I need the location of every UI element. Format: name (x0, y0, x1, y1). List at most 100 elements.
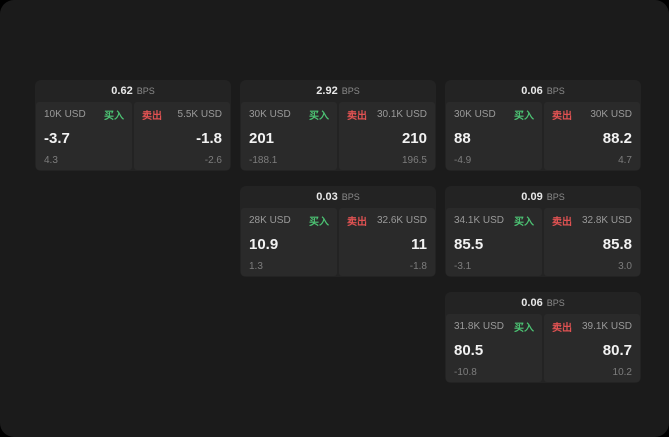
buy-price: 85.5 (454, 236, 484, 253)
buy-amount: 34.1K USD (454, 215, 505, 226)
spread-header: 0.06 BPS (445, 80, 641, 102)
buy-delta: -3.1 (454, 261, 472, 272)
buy-price: 88 (454, 130, 471, 147)
buy-amount: 10K USD (44, 109, 86, 120)
spread-unit: BPS (341, 192, 360, 202)
quote-card: 0.03 BPS 28K USD 买入 10.9 1.3 卖出 32.6K US… (240, 186, 436, 277)
sell-label: 卖出 (552, 217, 572, 228)
sell-price: 210 (401, 130, 427, 147)
buy-amount: 28K USD (249, 215, 291, 226)
spread-value: 0.03 (316, 191, 338, 203)
sell-delta: -2.6 (204, 155, 222, 166)
quote-card: 2.92 BPS 30K USD 买入 201 -188.1 卖出 30.1K … (240, 80, 436, 171)
sell-panel[interactable]: 卖出 32.8K USD 85.8 3.0 (544, 208, 640, 276)
buy-price: 10.9 (249, 236, 279, 253)
quote-panels: 28K USD 买入 10.9 1.3 卖出 32.6K USD 11 -1.8 (240, 208, 436, 277)
sell-delta: 4.7 (618, 155, 632, 166)
buy-label: 买入 (514, 217, 534, 228)
quote-card: 0.06 BPS 31.8K USD 买入 80.5 -10.8 卖出 39.1… (445, 292, 641, 383)
quote-card: 0.09 BPS 34.1K USD 买入 85.5 -3.1 卖出 32.8K… (445, 186, 641, 277)
sell-label: 卖出 (142, 111, 162, 122)
sell-label: 卖出 (347, 217, 367, 228)
sell-label: 卖出 (552, 111, 572, 122)
sell-delta: 10.2 (612, 367, 632, 378)
sell-price: 88.2 (602, 130, 632, 147)
spread-header: 0.03 BPS (240, 186, 436, 208)
buy-panel-top: 10K USD 买入 (44, 107, 124, 122)
buy-delta: -4.9 (454, 155, 472, 166)
spread-value: 0.06 (521, 297, 543, 309)
sell-price: 80.7 (602, 342, 632, 359)
sell-panel-top: 卖出 39.1K USD (552, 319, 632, 334)
sell-label: 卖出 (347, 111, 367, 122)
quote-panels: 34.1K USD 买入 85.5 -3.1 卖出 32.8K USD 85.8… (445, 208, 641, 277)
buy-panel[interactable]: 34.1K USD 买入 85.5 -3.1 (446, 208, 542, 276)
buy-amount: 30K USD (249, 109, 291, 120)
spread-value: 0.06 (521, 85, 543, 97)
sell-price: 11 (411, 236, 427, 253)
spread-value: 0.62 (111, 85, 133, 97)
sell-delta: 3.0 (618, 261, 632, 272)
buy-panel[interactable]: 31.8K USD 买入 80.5 -10.8 (446, 314, 542, 382)
buy-panel-top: 30K USD 买入 (454, 107, 534, 122)
buy-panel[interactable]: 30K USD 买入 201 -188.1 (241, 102, 337, 170)
spread-unit: BPS (546, 192, 565, 202)
spread-unit: BPS (341, 86, 360, 96)
spread-value: 2.92 (316, 85, 338, 97)
buy-price: 201 (249, 130, 275, 147)
buy-label: 买入 (104, 111, 124, 122)
buy-panel-top: 31.8K USD 买入 (454, 319, 534, 334)
quote-card: 0.06 BPS 30K USD 买入 88 -4.9 卖出 30K USD (445, 80, 641, 171)
sell-panel-top: 卖出 32.8K USD (552, 213, 632, 228)
buy-panel-top: 28K USD 买入 (249, 213, 329, 228)
quote-card: 0.62 BPS 10K USD 买入 -3.7 4.3 卖出 5.5K USD (35, 80, 231, 171)
sell-panel-top: 卖出 32.6K USD (347, 213, 427, 228)
buy-delta: -188.1 (249, 155, 278, 166)
sell-panel[interactable]: 卖出 30K USD 88.2 4.7 (544, 102, 640, 170)
sell-panel-top: 卖出 30K USD (552, 107, 632, 122)
buy-label: 买入 (309, 111, 329, 122)
quote-panels: 31.8K USD 买入 80.5 -10.8 卖出 39.1K USD 80.… (445, 314, 641, 383)
sell-panel[interactable]: 卖出 5.5K USD -1.8 -2.6 (134, 102, 230, 170)
sell-amount: 32.6K USD (376, 215, 427, 226)
buy-panel[interactable]: 30K USD 买入 88 -4.9 (446, 102, 542, 170)
buy-price: -3.7 (44, 130, 70, 147)
quote-card-grid: 0.62 BPS 10K USD 买入 -3.7 4.3 卖出 5.5K USD (35, 80, 641, 383)
spread-header: 0.09 BPS (445, 186, 641, 208)
quote-panels: 30K USD 买入 201 -188.1 卖出 30.1K USD 210 1… (240, 102, 436, 171)
spread-unit: BPS (136, 86, 155, 96)
buy-delta: 4.3 (44, 155, 58, 166)
buy-panel-top: 34.1K USD 买入 (454, 213, 534, 228)
buy-amount: 31.8K USD (454, 321, 505, 332)
buy-amount: 30K USD (454, 109, 496, 120)
sell-panel[interactable]: 卖出 32.6K USD 11 -1.8 (339, 208, 435, 276)
buy-panel-top: 30K USD 买入 (249, 107, 329, 122)
spread-header: 2.92 BPS (240, 80, 436, 102)
spread-header: 0.62 BPS (35, 80, 231, 102)
buy-label: 买入 (514, 323, 534, 334)
sell-amount: 30.1K USD (376, 109, 427, 120)
buy-label: 买入 (309, 217, 329, 228)
buy-label: 买入 (514, 111, 534, 122)
sell-panel-top: 卖出 30.1K USD (347, 107, 427, 122)
buy-delta: -10.8 (454, 367, 477, 378)
quote-panels: 30K USD 买入 88 -4.9 卖出 30K USD 88.2 4.7 (445, 102, 641, 171)
sell-amount: 30K USD (590, 109, 632, 120)
sell-amount: 5.5K USD (177, 109, 222, 120)
sell-panel[interactable]: 卖出 39.1K USD 80.7 10.2 (544, 314, 640, 382)
buy-panel[interactable]: 28K USD 买入 10.9 1.3 (241, 208, 337, 276)
buy-delta: 1.3 (249, 261, 263, 272)
buy-panel[interactable]: 10K USD 买入 -3.7 4.3 (36, 102, 132, 170)
spread-unit: BPS (546, 86, 565, 96)
sell-price: -1.8 (196, 130, 222, 147)
sell-delta: -1.8 (409, 261, 427, 272)
sell-panel[interactable]: 卖出 30.1K USD 210 196.5 (339, 102, 435, 170)
quote-panels: 10K USD 买入 -3.7 4.3 卖出 5.5K USD -1.8 -2.… (35, 102, 231, 171)
sell-price: 85.8 (602, 236, 632, 253)
buy-price: 80.5 (454, 342, 484, 359)
sell-label: 卖出 (552, 323, 572, 334)
spread-header: 0.06 BPS (445, 292, 641, 314)
sell-amount: 32.8K USD (581, 215, 632, 226)
sell-panel-top: 卖出 5.5K USD (142, 107, 222, 122)
